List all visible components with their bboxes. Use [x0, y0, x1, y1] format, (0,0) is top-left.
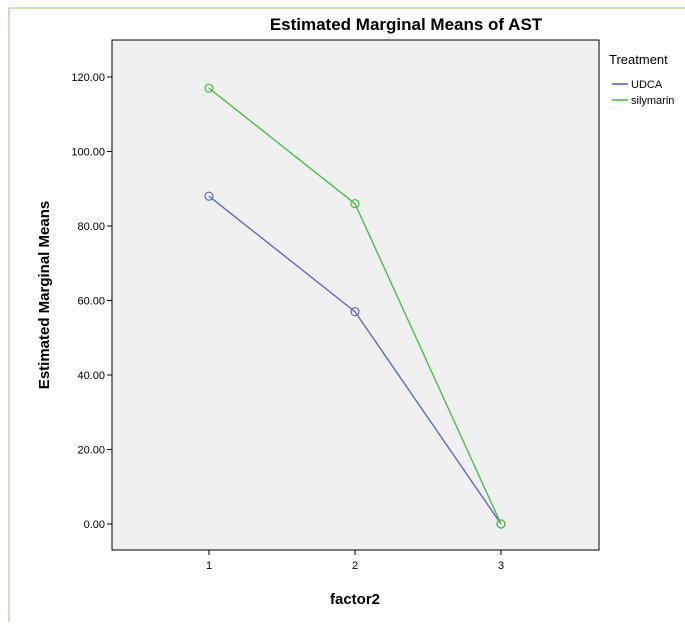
- legend-title: Treatment: [609, 52, 668, 67]
- y-tick-label: 0.00: [84, 519, 105, 531]
- y-tick-label: 40.00: [77, 370, 105, 382]
- legend-items: UDCA silymarin: [612, 79, 674, 107]
- y-tick-label: 120.00: [71, 72, 105, 84]
- legend-label: UDCA: [631, 79, 663, 91]
- x-axis: 1 2 3: [206, 550, 504, 572]
- y-tick-label: 20.00: [77, 445, 105, 457]
- series-layer: [204, 83, 506, 529]
- x-tick-label: 2: [352, 560, 358, 572]
- chart-title: Estimated Marginal Means of AST: [270, 15, 543, 34]
- y-tick-label: 100.00: [71, 147, 105, 159]
- x-tick-label: 1: [206, 560, 212, 572]
- y-tick-label: 60.00: [77, 296, 105, 308]
- y-tick-label: 80.00: [77, 221, 105, 233]
- legend: Treatment UDCA silymarin: [609, 52, 674, 107]
- plot-area: [111, 39, 600, 551]
- y-axis-title: Estimated Marginal Means: [36, 201, 53, 389]
- y-axis: 0.00 20.00 40.00 60.00 80.00 100.00 120.00: [71, 72, 112, 531]
- series-line-udca: [208, 195, 502, 525]
- data-point-silymarin: [496, 519, 506, 529]
- data-point-silymarin: [350, 199, 360, 209]
- legend-label: silymarin: [631, 95, 674, 107]
- data-point-udca: [350, 307, 360, 317]
- data-point-silymarin: [204, 83, 214, 93]
- data-point-udca: [204, 191, 214, 201]
- x-axis-title: factor2: [330, 591, 380, 608]
- series-line-silymarin: [208, 87, 502, 525]
- x-tick-label: 3: [498, 560, 504, 572]
